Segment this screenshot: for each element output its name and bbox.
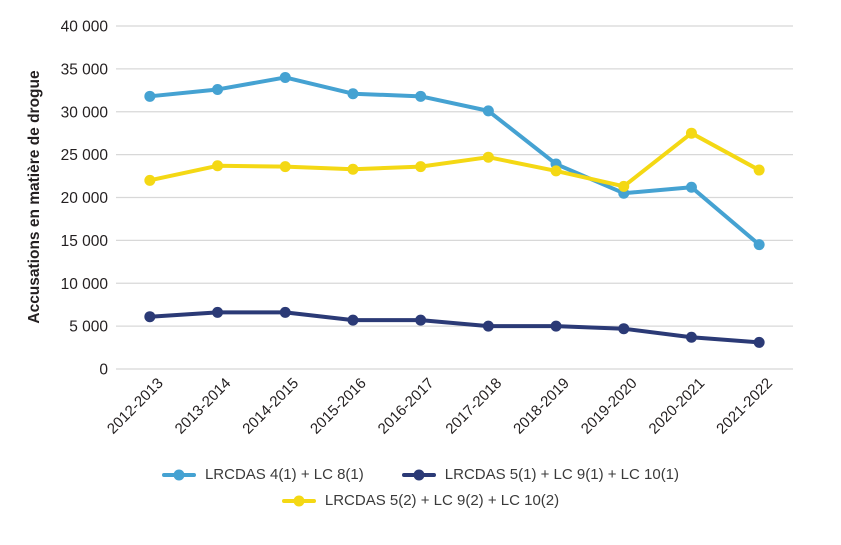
data-point xyxy=(144,311,156,323)
series-line xyxy=(147,131,762,189)
data-point xyxy=(753,336,765,348)
series-0 xyxy=(144,71,765,251)
legend-label: LRCDAS 5(2) + LC 9(2) + LC 10(2) xyxy=(324,492,560,509)
y-tick-label: 30 000 xyxy=(61,104,109,121)
series-line xyxy=(147,75,762,247)
legend-label: LRCDAS 5(1) + LC 9(1) + LC 10(1) xyxy=(444,466,680,483)
x-tick-label: 2018-2019 xyxy=(510,375,573,438)
y-tick-label: 20 000 xyxy=(61,190,109,207)
data-point xyxy=(685,127,697,139)
series-1 xyxy=(144,306,765,348)
data-point xyxy=(347,163,359,175)
chart-legend: LRCDAS 4(1) + LC 8(1) LRCDAS 5(1) + LC 9… xyxy=(0,466,841,509)
data-point xyxy=(618,180,630,192)
data-point xyxy=(212,306,224,318)
legend-row-2: LRCDAS 5(2) + LC 9(2) + LC 10(2) xyxy=(281,492,560,509)
legend-item-lrcdas-5-1: LRCDAS 5(1) + LC 9(1) + LC 10(1) xyxy=(401,466,680,483)
series-group xyxy=(144,71,765,348)
y-tick-label: 40 000 xyxy=(61,19,109,36)
data-point xyxy=(212,83,224,95)
legend-label: LRCDAS 4(1) + LC 8(1) xyxy=(204,466,364,483)
x-tick-label: 2017-2018 xyxy=(442,375,505,438)
data-point xyxy=(144,174,156,186)
data-point xyxy=(753,164,765,176)
x-tick-label: 2021-2022 xyxy=(713,375,776,438)
x-axis-tick-labels: 2012-2013 2013-2014 2014-2015 2015-2016 2016… xyxy=(104,375,776,438)
x-tick-label: 2016-2017 xyxy=(375,375,438,438)
data-point xyxy=(685,181,697,193)
data-point xyxy=(482,105,494,117)
y-tick-label: 10 000 xyxy=(61,276,109,293)
y-axis-tick-labels: 0 5 000 10 000 15 000 20 000 25 000 30 000 35 0… xyxy=(61,19,109,379)
x-tick-label: 2013-2014 xyxy=(172,375,235,438)
series-2 xyxy=(144,127,765,192)
y-tick-label: 25 000 xyxy=(61,147,109,164)
data-point xyxy=(347,88,359,100)
legend-marker-line-dot xyxy=(161,469,196,480)
gridlines-group xyxy=(116,25,793,370)
y-axis-title: Accusations en matière de drogue xyxy=(26,70,43,324)
data-point xyxy=(144,90,156,102)
data-point xyxy=(415,314,427,326)
x-tick-label: 2020-2021 xyxy=(646,375,709,438)
x-tick-label: 2012-2013 xyxy=(104,375,167,438)
data-point xyxy=(482,151,494,163)
chart-plot-area: 0 5 000 10 000 15 000 20 000 25 000 30 000 35 0… xyxy=(26,19,793,438)
data-point xyxy=(279,161,291,173)
data-point xyxy=(550,165,562,177)
data-point xyxy=(685,331,697,343)
series-line xyxy=(147,310,762,345)
x-tick-label: 2014-2015 xyxy=(239,375,302,438)
y-tick-label: 5 000 xyxy=(69,319,108,336)
x-tick-label: 2019-2020 xyxy=(578,375,641,438)
data-point xyxy=(347,314,359,326)
data-point xyxy=(482,320,494,332)
legend-dot-icon xyxy=(413,469,425,480)
data-point xyxy=(212,160,224,172)
y-tick-label: 15 000 xyxy=(61,233,109,250)
data-point xyxy=(415,90,427,102)
y-tick-label: 0 xyxy=(99,362,108,379)
legend-item-lrcdas-5-2: LRCDAS 5(2) + LC 9(2) + LC 10(2) xyxy=(281,492,560,509)
legend-marker-line-dot xyxy=(281,495,316,506)
legend-marker-line-dot xyxy=(401,469,436,480)
x-tick-label: 2015-2016 xyxy=(307,375,370,438)
data-point xyxy=(753,239,765,251)
data-point xyxy=(550,320,562,332)
data-point xyxy=(618,323,630,335)
legend-dot-icon xyxy=(293,495,305,506)
legend-row-1: LRCDAS 4(1) + LC 8(1) LRCDAS 5(1) + LC 9… xyxy=(161,466,680,483)
y-tick-label: 35 000 xyxy=(61,61,109,78)
legend-item-lrcdas-4-1: LRCDAS 4(1) + LC 8(1) xyxy=(161,466,364,483)
data-point xyxy=(279,71,291,83)
data-point xyxy=(279,306,291,318)
legend-dot-icon xyxy=(173,469,185,480)
data-point xyxy=(415,161,427,173)
